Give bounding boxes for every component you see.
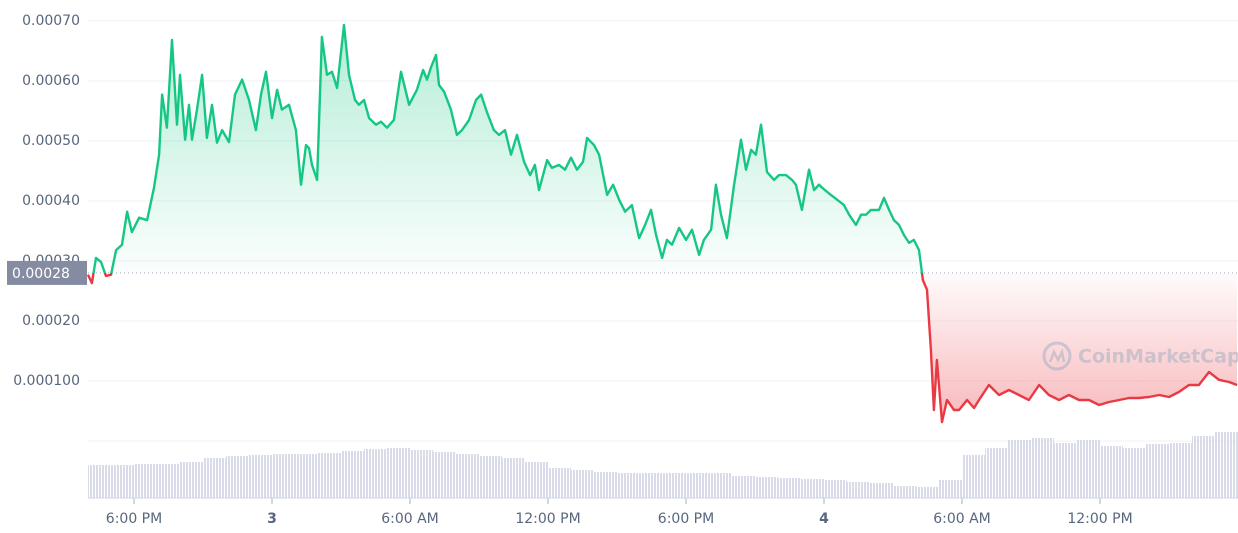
volume-bar (318, 453, 341, 498)
volume-bar (1100, 446, 1123, 498)
volume-bar (157, 464, 180, 498)
volume-bar (893, 486, 916, 498)
volume-bar (571, 470, 594, 498)
volume-bar (88, 465, 111, 498)
volume-bar (548, 468, 571, 498)
volume-bar (1077, 440, 1100, 498)
watermark-logo (1042, 341, 1072, 371)
volume-bar (364, 449, 387, 498)
volume-bar (1169, 443, 1192, 498)
volume-bar (640, 473, 663, 498)
watermark: CoinMarketCap (1042, 341, 1238, 371)
volume-bar (479, 456, 502, 498)
volume-bar (387, 448, 410, 498)
volume-bar (916, 487, 939, 498)
plot (86, 23, 1238, 424)
volume-bar (686, 473, 709, 498)
volume-bar (433, 452, 456, 498)
y-tick-label: 0.00060 (22, 73, 80, 89)
volume-bar (180, 462, 203, 498)
volume-bar (939, 480, 962, 498)
volume-bar (134, 464, 157, 498)
y-tick-label: 0.00070 (22, 13, 80, 29)
volume-bar (525, 462, 548, 498)
volume-bar (1123, 448, 1146, 498)
volume-bar (1192, 436, 1215, 498)
volume-bar (962, 455, 985, 498)
axes: 0.000700.000600.000500.000400.000300.000… (7, 13, 1238, 527)
y-tick-label: 0.00050 (22, 133, 80, 149)
x-tick-label: 6:00 AM (933, 511, 991, 527)
volume-bar (985, 448, 1008, 498)
x-tick-label: 6:00 PM (658, 511, 714, 527)
volume-bar (341, 451, 364, 498)
volume-bar (594, 472, 617, 498)
volume-bar (226, 456, 249, 498)
watermark-text: CoinMarketCap (1078, 346, 1238, 368)
x-tick-label: 12:00 PM (515, 511, 580, 527)
volume-bar (617, 473, 640, 498)
volume-bar (249, 455, 272, 498)
volume-bar (1008, 440, 1031, 498)
volume-bar (755, 477, 778, 498)
volume-bar (203, 458, 226, 498)
volume-bar (824, 480, 847, 498)
volume-bar (111, 465, 134, 498)
price-line (86, 23, 1238, 424)
y-tick-label: 0.00020 (22, 313, 80, 329)
reference-label: 0.00028 (12, 266, 70, 282)
volume-bar (778, 478, 801, 498)
reference-label-box (7, 260, 87, 285)
volume-bar (1054, 443, 1077, 498)
y-tick-label: 0.00040 (22, 193, 80, 209)
volume-bar (847, 482, 870, 498)
y-tick-label: 0.000100 (13, 373, 80, 389)
volume-bar (410, 450, 433, 498)
volume-bar (870, 483, 893, 498)
volume-bar (456, 454, 479, 498)
x-tick-label: 6:00 AM (381, 511, 439, 527)
volume-bar (709, 473, 732, 498)
volume-bar (1215, 432, 1238, 498)
volume-bar (295, 454, 318, 498)
x-tick-label: 3 (267, 511, 277, 527)
volume-bar (732, 476, 755, 498)
volume-bar (1146, 444, 1169, 498)
x-tick-label: 4 (819, 511, 829, 527)
volume-bar (502, 458, 525, 498)
volume-bar (663, 473, 686, 498)
price-area (88, 25, 1238, 422)
volume (88, 432, 1238, 498)
volume-bar (801, 479, 824, 498)
volume-bar (1031, 438, 1054, 498)
x-tick-label: 6:00 PM (106, 511, 162, 527)
watermark-logo (1048, 348, 1066, 363)
x-tick-label: 12:00 PM (1067, 511, 1132, 527)
volume-bar (272, 454, 295, 498)
